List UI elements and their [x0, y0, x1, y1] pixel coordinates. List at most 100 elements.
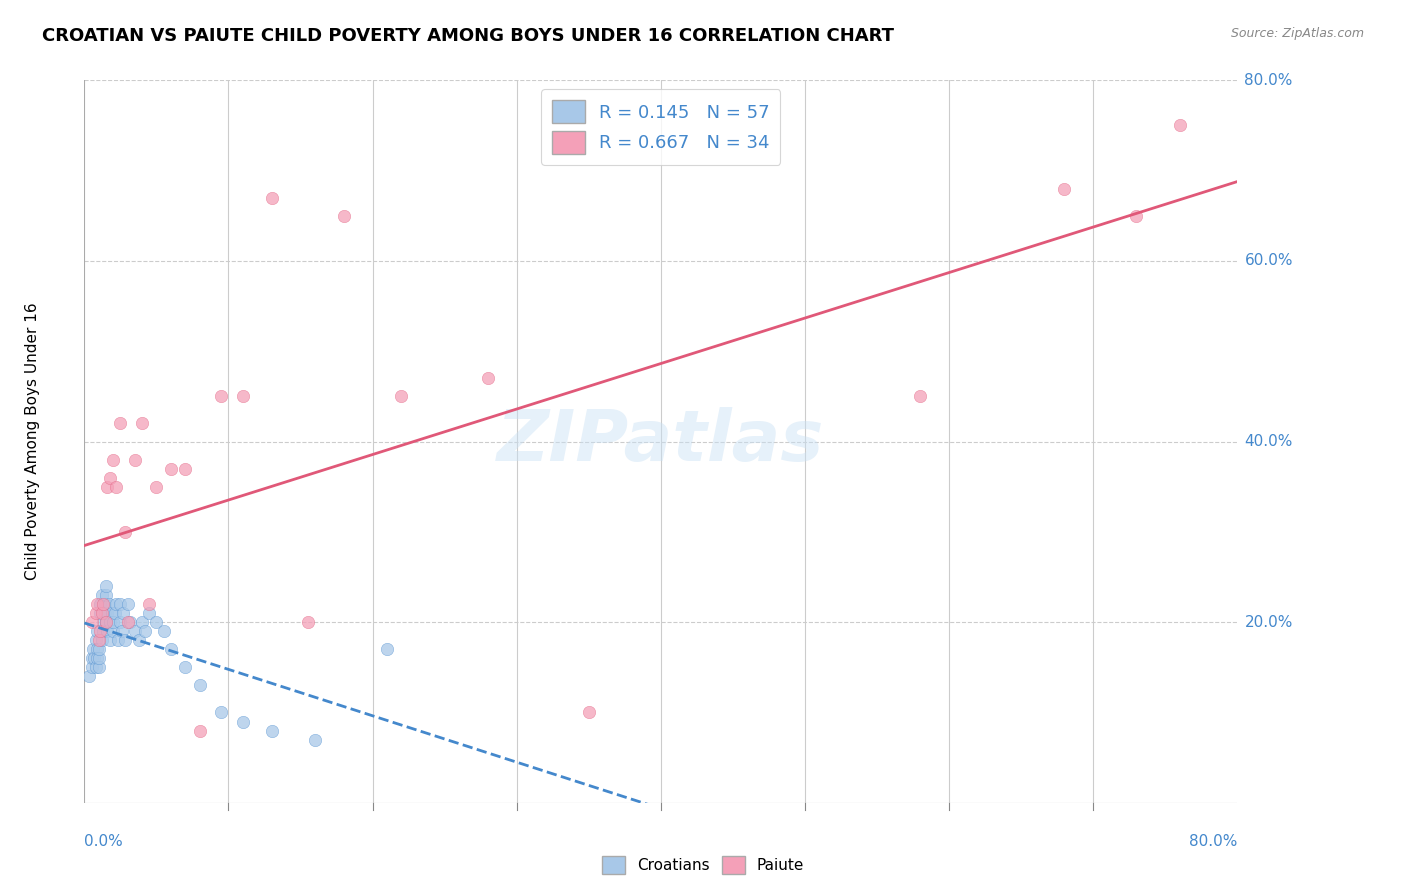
Text: 0.0%: 0.0% — [84, 834, 124, 849]
Point — [209, 389, 232, 403]
Point — [138, 597, 160, 611]
Point — [152, 624, 174, 639]
Point — [110, 615, 132, 630]
Point — [128, 633, 150, 648]
Point — [87, 651, 110, 665]
Point — [138, 606, 160, 620]
Point — [134, 624, 156, 639]
Point — [188, 678, 211, 692]
Point — [91, 597, 114, 611]
Point — [114, 633, 136, 648]
Point — [97, 597, 120, 611]
Point — [96, 624, 118, 639]
Point — [209, 706, 232, 720]
Point — [105, 480, 128, 494]
Point — [910, 389, 932, 403]
Point — [87, 660, 110, 674]
Point — [91, 624, 114, 639]
Text: 60.0%: 60.0% — [1244, 253, 1294, 268]
Point — [86, 651, 108, 665]
Point — [77, 669, 100, 683]
Point — [105, 597, 128, 611]
Point — [86, 624, 108, 639]
Point — [124, 452, 146, 467]
Point — [98, 471, 121, 485]
Point — [260, 191, 283, 205]
Text: 20.0%: 20.0% — [1244, 615, 1294, 630]
Point — [94, 588, 117, 602]
Legend: R = 0.145   N = 57, R = 0.667   N = 34: R = 0.145 N = 57, R = 0.667 N = 34 — [541, 89, 780, 165]
Point — [107, 633, 129, 648]
Point — [103, 452, 124, 467]
Point — [114, 524, 136, 539]
Point — [90, 588, 112, 602]
Point — [1053, 182, 1076, 196]
Point — [297, 615, 319, 630]
Point — [87, 642, 110, 657]
Point — [90, 606, 112, 620]
Point — [174, 660, 197, 674]
Point — [83, 651, 105, 665]
Point — [110, 597, 132, 611]
Point — [1168, 119, 1191, 133]
Point — [145, 480, 167, 494]
Text: CROATIAN VS PAIUTE CHILD POVERTY AMONG BOYS UNDER 16 CORRELATION CHART: CROATIAN VS PAIUTE CHILD POVERTY AMONG B… — [42, 27, 894, 45]
Point — [174, 461, 197, 475]
Point — [89, 597, 111, 611]
Point — [578, 706, 600, 720]
Point — [103, 615, 124, 630]
Point — [94, 579, 117, 593]
Text: Child Poverty Among Boys Under 16: Child Poverty Among Boys Under 16 — [25, 302, 39, 581]
Point — [232, 389, 254, 403]
Point — [82, 642, 104, 657]
Point — [98, 633, 121, 648]
Text: Source: ZipAtlas.com: Source: ZipAtlas.com — [1230, 27, 1364, 40]
Point — [375, 642, 398, 657]
Point — [120, 615, 142, 630]
Point — [80, 651, 103, 665]
Point — [80, 615, 103, 630]
Point — [86, 642, 108, 657]
Point — [90, 633, 112, 648]
Point — [94, 615, 117, 630]
Point — [188, 723, 211, 738]
Point — [131, 417, 153, 431]
Text: 80.0%: 80.0% — [1244, 73, 1294, 87]
Point — [232, 714, 254, 729]
Point — [87, 633, 110, 648]
Text: ZIPatlas: ZIPatlas — [498, 407, 824, 476]
Point — [104, 606, 127, 620]
Point — [93, 606, 115, 620]
Point — [477, 371, 499, 385]
Point — [84, 633, 107, 648]
Point — [145, 615, 167, 630]
Point — [131, 615, 153, 630]
Point — [84, 606, 107, 620]
Point — [160, 461, 183, 475]
Point — [304, 732, 326, 747]
Point — [112, 606, 135, 620]
Text: 40.0%: 40.0% — [1244, 434, 1294, 449]
Point — [160, 642, 183, 657]
Point — [91, 615, 114, 630]
Point — [96, 480, 118, 494]
Point — [117, 597, 139, 611]
Point — [84, 660, 107, 674]
Point — [86, 597, 108, 611]
Point — [98, 615, 121, 630]
Point — [89, 624, 111, 639]
Point — [93, 597, 115, 611]
Point — [100, 606, 122, 620]
Point — [103, 624, 124, 639]
Point — [117, 615, 139, 630]
Text: 80.0%: 80.0% — [1189, 834, 1237, 849]
Point — [96, 606, 118, 620]
Point — [333, 209, 356, 223]
Point — [260, 723, 283, 738]
Point — [94, 615, 117, 630]
Point — [111, 624, 134, 639]
Point — [110, 417, 132, 431]
Point — [89, 606, 111, 620]
Point — [1125, 209, 1147, 223]
Legend: Croatians, Paiute: Croatians, Paiute — [596, 850, 810, 880]
